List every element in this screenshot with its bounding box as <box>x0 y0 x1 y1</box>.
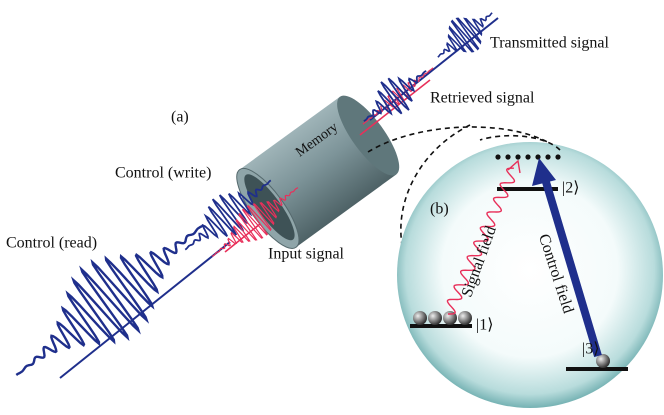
control-field-arrow <box>542 180 602 358</box>
atoms <box>413 311 610 368</box>
retrieved-packet <box>362 67 434 125</box>
control-write-label: Control (write) <box>115 165 211 182</box>
level-3-label: |3⟩ <box>582 341 599 358</box>
control-read-label: Control (read) <box>6 235 97 252</box>
signal-arrowhead <box>507 159 521 174</box>
memory-cylinder: Memory <box>236 95 400 249</box>
label-b: (b) <box>430 201 449 218</box>
level-1-label: |1⟩ <box>476 317 493 334</box>
level-dot <box>535 154 541 160</box>
label-a: (a) <box>171 109 189 126</box>
signal-field-wave <box>446 167 516 315</box>
level-dot <box>505 154 511 160</box>
virtual-level <box>495 154 561 160</box>
zoom-line <box>479 134 561 151</box>
write-out-packet <box>363 70 427 122</box>
level-dot <box>545 154 551 160</box>
control-read-packet <box>15 224 205 376</box>
input-signal-packet <box>211 187 299 257</box>
level-dot <box>515 154 521 160</box>
beam-line <box>59 241 231 379</box>
level-dot <box>525 154 531 160</box>
level-dot <box>555 154 561 160</box>
input-signal-label: Input signal <box>268 246 345 263</box>
retrieved-signal-label: Retrieved signal <box>430 90 535 107</box>
front-beams <box>184 12 499 257</box>
level-dot <box>495 154 501 160</box>
level-2-label: |2⟩ <box>562 180 579 197</box>
transmitted-signal-label: Transmitted signal <box>490 35 610 52</box>
transmitted-packet <box>437 12 493 58</box>
control-arrowhead <box>532 158 556 186</box>
control-write-packet <box>184 179 272 251</box>
